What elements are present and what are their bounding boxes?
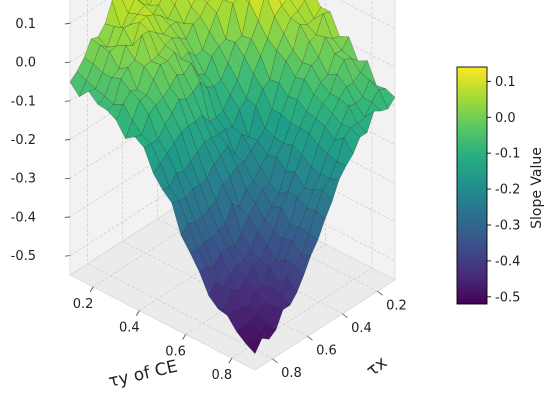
surface-cell [245,338,263,354]
z-tick-label: -0.5 [11,249,36,264]
z-tick-label: 0.1 [15,17,36,32]
colorbar-tick-label: -0.4 [495,254,520,269]
colorbar: 0.1 0.0 -0.1 -0.2 -0.3 -0.4 -0.5 Slope Value [456,66,545,305]
colorbar-label: Slope Value [529,147,545,229]
y-axis-ticks: 0.2 0.4 0.6 0.8 [73,286,233,383]
x-tick-mark [342,313,348,319]
z-tick-mark [64,61,71,64]
y-tick-mark [136,310,140,316]
y-tick-label: 0.8 [212,368,233,383]
y-axis-label: τy of CE [107,357,180,392]
z-tick-label: 0.0 [15,56,36,71]
x-tick-mark [307,335,313,341]
y-tick-mark [228,357,233,364]
surface-mesh [69,0,396,354]
x-tick-label: 0.2 [386,298,407,313]
z-tick-mark [64,177,71,180]
x-tick-label: 0.8 [281,366,302,381]
z-tick-mark [64,216,71,218]
colorbar-tick-label: -0.3 [495,219,520,234]
y-tick-label: 0.6 [165,344,186,359]
y-tick-label: 0.4 [119,321,140,336]
colorbar-gradient [456,66,488,305]
y-tick-label: 0.2 [73,297,94,312]
x-tick-label: 0.6 [316,343,337,358]
z-tick-mark [64,100,71,102]
z-tick-mark [64,139,71,141]
x-axis-label: τx [363,353,391,381]
colorbar-tick-label: 0.0 [495,111,516,126]
z-axis-ticks: 0.20.10.0-0.1-0.2-0.3-0.4-0.5 [11,17,71,264]
colorbar-tick-label: -0.5 [495,290,520,305]
x-tick-mark [272,358,278,364]
z-tick-mark [64,255,71,257]
axes-3d: 0.20.10.0-0.1-0.2-0.3-0.4-0.5 0.20.40.60… [11,0,407,392]
y-tick-mark [89,286,94,293]
colorbar-ticks: 0.1 0.0 -0.1 -0.2 -0.3 -0.4 -0.5 [487,75,520,305]
z-tick-mark [64,23,71,25]
z-tick-label: -0.4 [11,210,36,225]
x-tick-mark [377,290,383,296]
y-tick-mark [182,334,186,340]
z-tick-label: -0.2 [11,133,36,148]
z-tick-label: -0.1 [11,94,36,109]
x-axis-ticks: 0.2 0.4 0.6 0.8 [272,290,407,381]
x-tick-label: 0.4 [351,321,372,336]
colorbar-tick-label: 0.1 [495,75,516,90]
colorbar-tick-label: -0.1 [495,147,520,162]
colorbar-tick-label: -0.2 [495,183,520,198]
z-tick-label: -0.3 [11,172,36,187]
